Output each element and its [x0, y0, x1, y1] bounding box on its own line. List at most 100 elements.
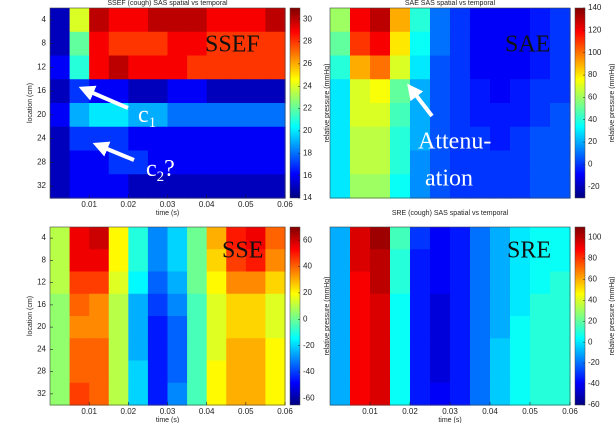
heat-cell: [470, 55, 491, 80]
heat-cell: [390, 55, 411, 80]
panel-title: SAE SAS spatial vs temporal: [405, 0, 496, 7]
heat-cell: [390, 338, 411, 362]
heat-cell: [490, 150, 511, 175]
heat-cell: [128, 271, 149, 295]
heat-cell: [226, 338, 247, 362]
heat-cell: [450, 126, 471, 152]
heat-cell: [390, 249, 411, 273]
heat-cell: [470, 249, 491, 273]
heat-cell: [330, 79, 351, 104]
heat-cell: [370, 227, 391, 250]
heat-cell: [430, 79, 451, 104]
heat-cell: [330, 126, 351, 152]
heat-cell: [265, 227, 286, 250]
heat-cell: [410, 382, 431, 406]
heat-cell: [89, 293, 110, 317]
heat-cell: [410, 55, 431, 80]
y-tick-label: 16: [37, 86, 46, 95]
heat-cell: [226, 227, 247, 250]
heat-cell: [370, 103, 391, 128]
heat-cell: [390, 174, 411, 199]
heat-cell: [470, 8, 491, 33]
heat-cell: [510, 31, 531, 57]
heat-cell: [370, 8, 391, 33]
heat-cell: [550, 174, 571, 199]
colorbar-tick-label: 20: [303, 288, 312, 297]
heat-cell: [265, 126, 286, 152]
heat-cell: [490, 79, 511, 104]
heat-cell: [187, 249, 208, 273]
heat-cell: [470, 103, 491, 128]
heat-cell: [490, 126, 511, 152]
heat-cell: [390, 8, 411, 33]
heat-cell: [167, 31, 188, 57]
heat-cell: [206, 55, 227, 80]
x-axis-label: time (s): [156, 417, 179, 423]
heat-cell: [530, 293, 551, 317]
heat-cell: [245, 293, 267, 317]
heat-cell: [128, 55, 149, 80]
x-axis-label: time (s): [156, 210, 179, 217]
heat-cell: [350, 150, 371, 175]
heat-cell: [128, 150, 149, 175]
heat-cell: [510, 150, 531, 175]
heat-cell: [187, 360, 208, 384]
heat-cell: [550, 338, 571, 362]
heat-cell: [410, 249, 431, 273]
heat-cell: [390, 293, 411, 317]
heat-cell: [128, 8, 149, 33]
x-tick-label: 0.06: [562, 407, 578, 416]
heat-cell: [167, 293, 188, 317]
heat-cell: [450, 227, 471, 250]
arrow: [78, 85, 129, 110]
heat-cell: [187, 293, 208, 317]
x-tick-label: 0.06: [277, 407, 293, 416]
heat-cell: [245, 79, 267, 104]
heat-cell: [470, 150, 491, 175]
heat-cell: [167, 103, 188, 128]
heat-cell: [147, 338, 169, 362]
heat-cell: [108, 103, 129, 128]
heat-cell: [350, 382, 371, 406]
heat-cell: [510, 227, 531, 250]
heat-cell: [147, 174, 169, 199]
heat-cell: [108, 79, 129, 104]
heat-cell: [265, 271, 286, 295]
colorbar-tick-label: 22: [303, 104, 312, 113]
annotation-subscript: 1: [149, 115, 157, 131]
heat-cell: [187, 8, 208, 33]
heat-cell: [530, 316, 551, 339]
heat-cell: [147, 360, 169, 384]
heat-cell: [89, 103, 110, 128]
heat-cell: [550, 227, 571, 250]
colorbar-tick-label: 20: [303, 126, 312, 135]
heat-cell: [89, 360, 110, 384]
heat-cell: [350, 79, 371, 104]
heat-cell: [226, 150, 247, 175]
heat-cell: [530, 360, 551, 384]
heat-cell: [245, 360, 267, 384]
heat-cell: [550, 316, 571, 339]
heat-cell: [69, 249, 90, 273]
heat-cell: [147, 150, 169, 175]
heat-cell: [245, 271, 267, 295]
heat-cell: [430, 249, 451, 273]
heat-cell: [69, 338, 90, 362]
heat-cell: [510, 316, 531, 339]
heat-cell: [206, 249, 227, 273]
heat-cell: [147, 249, 169, 273]
heat-cell: [370, 150, 391, 175]
heat-cell: [245, 126, 267, 152]
heat-cell: [147, 382, 169, 406]
heat-cell: [128, 360, 149, 384]
heat-cell: [128, 338, 149, 362]
x-tick-label: 0.05: [238, 200, 254, 209]
panel-title: SSEF (cough) SAS spatial vs temporal: [107, 0, 228, 7]
colorbar-label: relative pressure (mmHg): [609, 64, 615, 143]
heat-cell: [350, 55, 371, 80]
x-tick-label: 0.06: [277, 200, 293, 209]
heat-cell: [69, 293, 90, 317]
heat-cell: [187, 271, 208, 295]
heat-cell: [490, 227, 511, 250]
heat-cell: [69, 271, 90, 295]
